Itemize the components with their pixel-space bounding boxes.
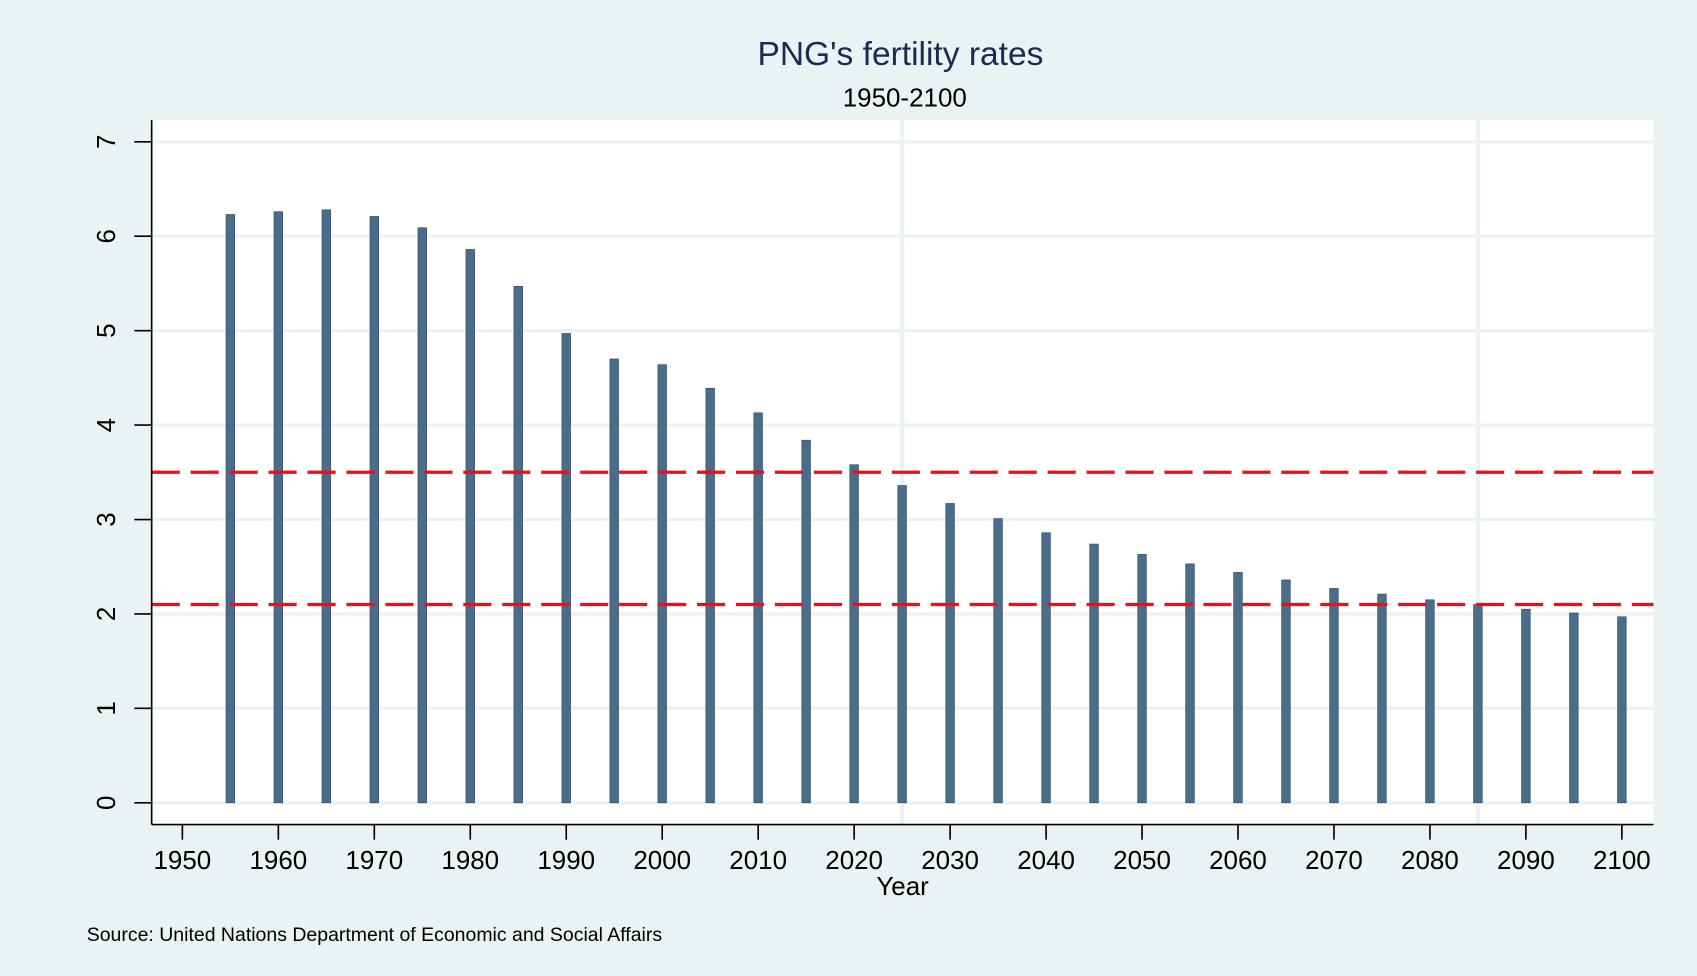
x-axis-label: Year <box>876 871 929 901</box>
x-tick-label: 2040 <box>1017 845 1075 875</box>
bar <box>1569 612 1579 804</box>
bar <box>321 209 331 804</box>
bar <box>561 333 571 804</box>
bar <box>849 464 859 804</box>
x-tick-label: 2030 <box>921 845 979 875</box>
x-tick-label: 2070 <box>1305 845 1363 875</box>
bar <box>1089 543 1099 804</box>
bar <box>513 285 523 804</box>
bar <box>1329 588 1339 804</box>
x-tick-label: 2020 <box>825 845 883 875</box>
x-tick-label: 2060 <box>1209 845 1267 875</box>
bar <box>1185 563 1195 804</box>
y-tick-label: 1 <box>91 701 121 715</box>
bar <box>273 211 283 804</box>
x-tick-label: 2010 <box>729 845 787 875</box>
bar <box>1041 532 1051 804</box>
bar <box>1233 572 1243 804</box>
source-note: Source: United Nations Department of Eco… <box>87 924 663 946</box>
bar <box>1137 554 1147 804</box>
bar <box>465 249 475 804</box>
x-tick-label: 2080 <box>1401 845 1459 875</box>
bar <box>657 364 667 804</box>
bar <box>1521 608 1531 804</box>
bar <box>369 216 379 804</box>
bar <box>1377 593 1387 804</box>
bar <box>897 485 907 804</box>
y-tick-label: 4 <box>91 418 121 432</box>
x-tick-label: 1950 <box>154 845 212 875</box>
bar <box>993 518 1003 804</box>
chart-subtitle: 1950-2100 <box>843 82 967 112</box>
bar <box>1617 616 1627 804</box>
chart-title: PNG's fertility rates <box>757 36 1043 73</box>
bar <box>1473 604 1483 804</box>
bar <box>417 227 427 804</box>
x-tick-label: 1980 <box>441 845 499 875</box>
bar <box>609 358 619 804</box>
x-tick-label: 2000 <box>633 845 691 875</box>
bar <box>801 439 811 804</box>
x-tick-label: 1960 <box>249 845 307 875</box>
bar <box>945 503 955 804</box>
y-tick-label: 3 <box>91 512 121 526</box>
bar <box>1281 579 1291 804</box>
x-tick-label: 2050 <box>1113 845 1171 875</box>
bar <box>225 214 236 804</box>
y-tick-label: 5 <box>91 323 121 337</box>
y-tick-label: 6 <box>91 229 121 243</box>
x-tick-label: 1970 <box>345 845 403 875</box>
x-tick-label: 2090 <box>1497 845 1555 875</box>
bar <box>753 412 763 804</box>
x-tick-label: 1990 <box>537 845 595 875</box>
bar <box>705 387 715 804</box>
x-tick-label: 2100 <box>1593 845 1651 875</box>
bar <box>1425 599 1435 804</box>
y-tick-label: 0 <box>91 796 121 810</box>
y-tick-label: 2 <box>91 607 121 621</box>
y-tick-label: 7 <box>91 135 121 149</box>
